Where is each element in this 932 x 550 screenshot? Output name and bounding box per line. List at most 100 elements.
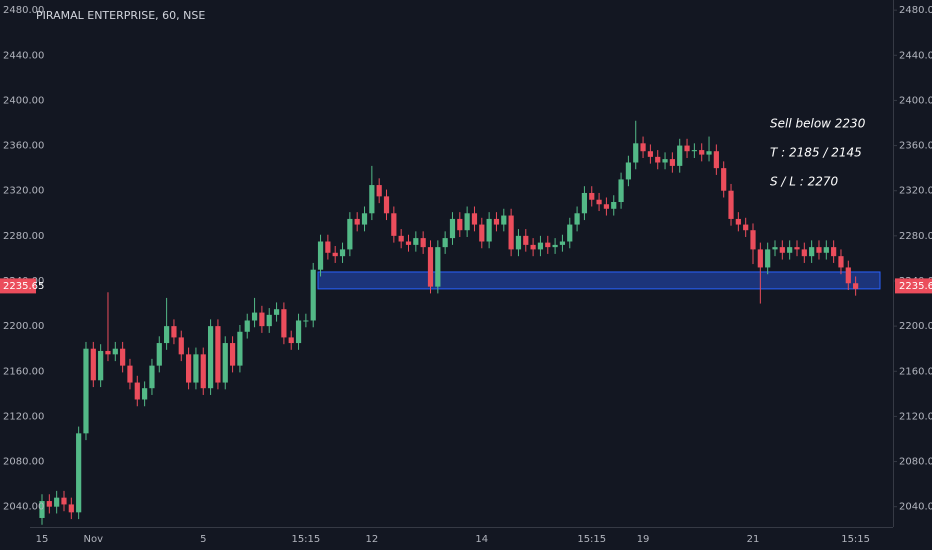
candle-body	[237, 331, 243, 366]
candle-body	[765, 249, 771, 268]
y-tick-label: 2360.00	[899, 141, 932, 152]
candle-body	[515, 235, 522, 250]
candle-body	[611, 201, 617, 209]
candle-body	[244, 320, 250, 332]
candle-body	[479, 224, 485, 242]
candle-body	[801, 249, 807, 257]
x-tick-label: 5	[200, 534, 206, 545]
candle-body	[310, 269, 316, 321]
last-price-box	[0, 278, 36, 294]
candle-body	[691, 150, 697, 152]
candle-body	[229, 343, 236, 366]
candle-body	[743, 224, 749, 231]
annotation: S / L : 2270	[770, 175, 839, 189]
candle-body	[112, 348, 118, 355]
candle-body	[134, 382, 140, 400]
candle-body	[735, 218, 741, 225]
candle-body	[207, 326, 214, 389]
candle-body	[486, 218, 492, 242]
candle-body	[76, 433, 82, 513]
y-tick-label: 2400.00	[3, 95, 44, 106]
candle-body	[457, 218, 463, 231]
candle-body	[39, 501, 45, 518]
candle-body	[772, 247, 778, 250]
y-tick-label: 2360.00	[3, 141, 44, 152]
candle-body	[332, 252, 338, 257]
plot-area	[39, 120, 881, 525]
y-tick-label: 2200.00	[3, 321, 44, 332]
candle-body	[251, 312, 258, 321]
candle-body	[603, 204, 610, 209]
candle-body	[625, 162, 631, 180]
last-price-label: 2235.65	[899, 281, 932, 292]
chart-title: PIRAMAL ENTERPRISE, 60, NSE	[36, 9, 205, 22]
candle-body	[508, 215, 514, 250]
y-tick-label: 2440.00	[3, 50, 44, 61]
candle-body	[442, 238, 448, 248]
candle-body	[61, 497, 67, 505]
candle-body	[669, 159, 675, 166]
y-tick-label: 2480.00	[899, 5, 932, 16]
candle-body	[823, 247, 829, 253]
candle-body	[633, 143, 639, 163]
candle-body	[464, 213, 470, 231]
x-tick-label: 19	[637, 534, 650, 545]
candle-body	[281, 309, 287, 338]
candle-body	[501, 215, 507, 225]
candle-body	[222, 343, 228, 383]
candle-body	[794, 247, 800, 250]
candle-body	[757, 249, 763, 268]
candle-body	[259, 312, 265, 327]
candle-body	[750, 230, 756, 250]
candle-body	[471, 213, 478, 225]
candle-body	[713, 151, 719, 169]
candle-body	[853, 283, 859, 289]
candle-body	[655, 156, 661, 163]
candle-body	[303, 320, 309, 322]
candle-body	[200, 354, 206, 389]
candle-body	[537, 242, 544, 250]
y-tick-label: 2120.00	[899, 411, 932, 422]
candle-body	[325, 241, 331, 253]
candle-body	[809, 247, 815, 257]
candle-body	[567, 224, 573, 242]
y-tick-label: 2160.00	[899, 366, 932, 377]
candle-body	[831, 247, 837, 257]
candle-body	[662, 159, 668, 163]
candle-body	[369, 185, 375, 214]
candle-body	[677, 145, 683, 166]
y-tick-label: 2320.00	[3, 186, 44, 197]
candle-body	[127, 365, 133, 383]
candle-body	[721, 168, 727, 191]
candle-body	[523, 235, 529, 245]
x-tick-label: 21	[747, 534, 760, 545]
candle-body	[545, 242, 551, 248]
candle-body	[120, 348, 126, 366]
y-tick-label: 2040.00	[899, 502, 932, 513]
candle-body	[779, 247, 785, 253]
candle-body	[178, 337, 184, 355]
candle-body	[728, 190, 734, 219]
candle-body	[156, 343, 162, 366]
y-tick-label: 2120.00	[3, 411, 44, 422]
x-tick-label: 15:15	[291, 534, 320, 545]
candle-body	[816, 247, 822, 253]
candle-body	[68, 504, 74, 513]
candle-body	[317, 241, 324, 270]
candle-body	[193, 354, 199, 383]
candle-body	[574, 213, 580, 225]
candle-body	[427, 247, 434, 287]
candle-body	[142, 388, 148, 400]
candle-body	[83, 348, 89, 434]
candle-body	[530, 244, 536, 250]
candle-body	[376, 185, 382, 197]
candle-body	[98, 350, 104, 381]
x-tick-label: 15:15	[577, 534, 606, 545]
candle-body	[618, 179, 624, 202]
candle-body	[164, 326, 170, 344]
candle-body	[845, 267, 851, 284]
last-price-label: 2235.65	[3, 281, 44, 292]
candle-body	[361, 213, 368, 225]
x-tick-label: Nov	[84, 534, 104, 545]
